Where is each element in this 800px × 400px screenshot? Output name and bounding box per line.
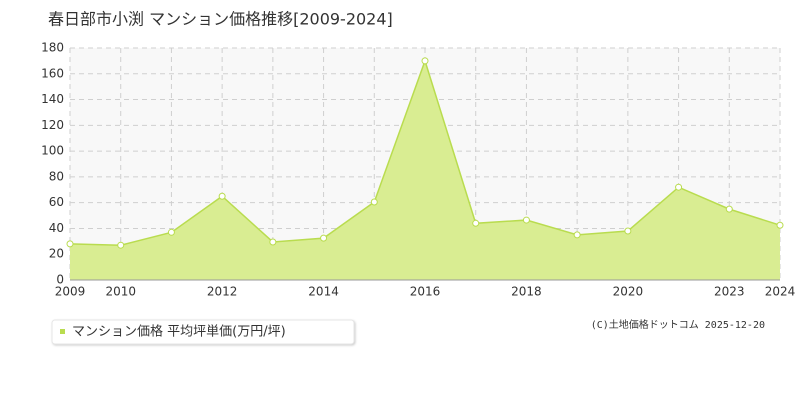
- point: [218, 192, 226, 200]
- x-tick-label: 2023: [714, 285, 745, 299]
- point: [421, 57, 429, 65]
- point: [117, 241, 125, 249]
- y-tick-label: 20: [49, 247, 64, 261]
- chart-title: 春日部市小渕 マンション価格推移[2009-2024]: [48, 10, 393, 29]
- x-tick-label: 2012: [207, 285, 238, 299]
- y-tick-label: 40: [49, 221, 64, 235]
- point: [675, 183, 683, 191]
- x-tick-label: 2014: [308, 285, 339, 299]
- y-tick-label: 80: [49, 169, 64, 183]
- point: [725, 205, 733, 213]
- point: [776, 221, 784, 229]
- y-tick-label: 100: [41, 144, 64, 158]
- y-tick-label: 160: [41, 66, 64, 80]
- x-tick-label: 2018: [511, 285, 542, 299]
- legend-swatch: [60, 329, 65, 334]
- x-tick-label: 2016: [410, 285, 441, 299]
- legend-box: [51, 319, 355, 345]
- x-tick-label: 2009: [55, 285, 86, 299]
- y-tick-label: 60: [49, 195, 64, 209]
- y-tick-label: 140: [41, 92, 64, 106]
- legend-label: マンション価格 平均坪単価(万円/坪): [72, 324, 286, 340]
- area: [70, 60, 780, 281]
- x-tick-label: 2020: [613, 285, 644, 299]
- y-tick-label: 0: [56, 273, 64, 287]
- point: [522, 216, 530, 224]
- y-tick-label: 120: [41, 118, 64, 132]
- x-tick-label: 2010: [105, 285, 136, 299]
- credit: (C)土地価格ドットコム 2025-12-20: [591, 318, 765, 331]
- point: [167, 228, 175, 236]
- point: [573, 231, 581, 239]
- y-tick-label: 180: [41, 41, 64, 55]
- point: [269, 238, 277, 246]
- x-tick-label: 2024: [765, 285, 796, 299]
- point: [370, 198, 378, 206]
- point: [472, 219, 480, 227]
- point: [624, 227, 632, 235]
- point: [66, 240, 74, 248]
- point: [320, 234, 328, 242]
